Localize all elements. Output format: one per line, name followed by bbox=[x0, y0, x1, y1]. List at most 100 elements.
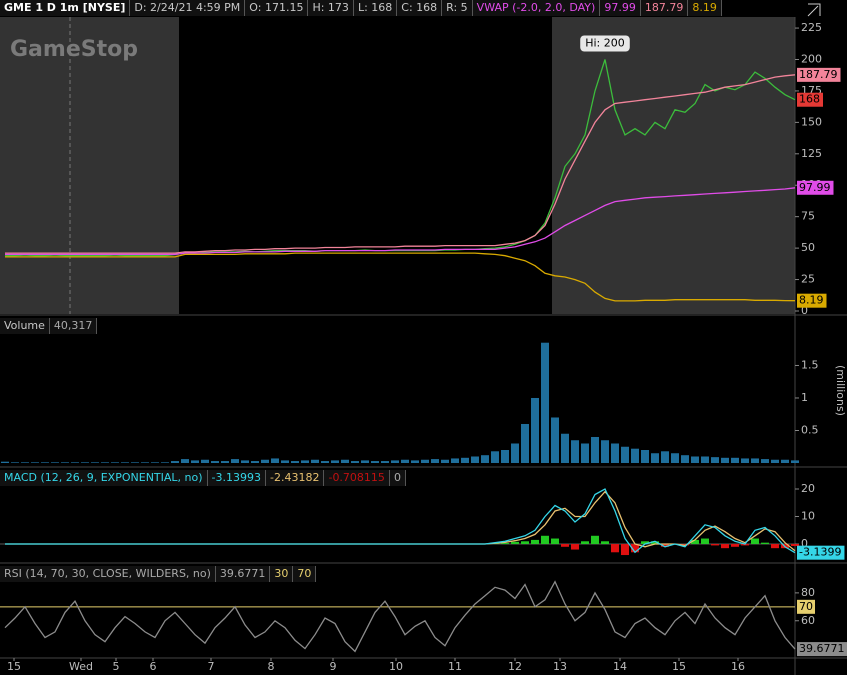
bar bbox=[461, 457, 469, 463]
bar bbox=[741, 544, 749, 546]
x-tick-label: 5 bbox=[113, 660, 120, 673]
bar bbox=[611, 544, 619, 553]
badge bbox=[797, 92, 823, 107]
bar bbox=[201, 459, 209, 463]
bar bbox=[371, 461, 379, 463]
bar bbox=[191, 460, 199, 463]
date: D: 2/24/21 4:59 PM bbox=[130, 0, 246, 16]
bar bbox=[541, 342, 549, 463]
bar bbox=[221, 461, 229, 463]
bar bbox=[111, 462, 119, 463]
series-line bbox=[5, 488, 796, 554]
upper-band-value: 187.79 bbox=[640, 0, 689, 16]
bar bbox=[361, 460, 369, 463]
bar bbox=[11, 462, 19, 463]
bar bbox=[751, 538, 759, 545]
badge bbox=[797, 67, 841, 82]
series-line bbox=[5, 74, 796, 254]
low: L: 168 bbox=[353, 0, 398, 16]
bar bbox=[431, 459, 439, 463]
bar bbox=[731, 457, 739, 463]
bar bbox=[181, 459, 189, 463]
value-badge: 187.79 bbox=[799, 68, 838, 81]
x-tick-label: 6 bbox=[150, 660, 157, 673]
bar bbox=[641, 541, 649, 545]
bar bbox=[711, 457, 719, 463]
y-tick-label: 20 bbox=[801, 482, 815, 495]
x-tick-label: 11 bbox=[448, 660, 462, 673]
bar bbox=[341, 459, 349, 463]
value-badge: 168 bbox=[799, 93, 820, 106]
zero-line-value: 0 bbox=[389, 470, 406, 486]
bar bbox=[651, 453, 659, 463]
range: R: 5 bbox=[442, 0, 473, 16]
badge bbox=[797, 642, 847, 657]
bar bbox=[521, 423, 529, 463]
bar bbox=[631, 448, 639, 463]
bar bbox=[401, 459, 409, 463]
bar bbox=[171, 461, 179, 463]
bar bbox=[141, 462, 149, 463]
series-line bbox=[5, 490, 796, 552]
bar bbox=[641, 449, 649, 463]
expand-icon[interactable] bbox=[807, 3, 821, 17]
bar bbox=[591, 535, 599, 545]
bar bbox=[781, 459, 789, 463]
bar bbox=[61, 462, 69, 463]
bar bbox=[261, 459, 269, 463]
series-line bbox=[5, 252, 796, 302]
bar bbox=[551, 538, 559, 545]
y-tick-label: 25 bbox=[801, 273, 815, 286]
bar bbox=[751, 458, 759, 463]
badge bbox=[797, 545, 845, 560]
bar bbox=[531, 397, 539, 463]
series-line bbox=[4, 580, 796, 653]
symbol: GME 1 D 1m [NYSE] bbox=[0, 0, 131, 16]
x-tick-label: Wed bbox=[69, 660, 93, 673]
bar bbox=[741, 458, 749, 463]
bar bbox=[501, 542, 509, 545]
bar bbox=[131, 462, 139, 463]
watermark: GameStop bbox=[10, 37, 138, 62]
rsi-value: 39.6771 bbox=[215, 566, 271, 582]
macd-avg: -2.43182 bbox=[266, 470, 325, 486]
oversold: 30 bbox=[270, 566, 294, 582]
series-line bbox=[5, 187, 796, 256]
bar bbox=[471, 456, 479, 463]
x-tick-label: 7 bbox=[208, 660, 215, 673]
bar bbox=[21, 462, 29, 463]
x-tick-label: 15 bbox=[7, 660, 21, 673]
bar bbox=[351, 461, 359, 463]
bar bbox=[621, 544, 629, 556]
annotation-box bbox=[580, 35, 630, 52]
y-tick-label: 200 bbox=[801, 52, 822, 65]
bar bbox=[121, 462, 129, 463]
y-tick-label: 0.5 bbox=[801, 423, 819, 436]
bar bbox=[381, 461, 389, 463]
panel-title: RSI (14, 70, 30, CLOSE, WILDERS, no) bbox=[0, 566, 216, 582]
bar bbox=[151, 462, 159, 463]
bar bbox=[701, 456, 709, 463]
bar bbox=[601, 440, 609, 463]
bar bbox=[771, 459, 779, 463]
bar bbox=[681, 455, 689, 463]
badge bbox=[797, 293, 827, 308]
bar bbox=[101, 462, 109, 463]
bar bbox=[581, 541, 589, 545]
macd-header: MACD (12, 26, 9, EXPONENTIAL, no) -3.139… bbox=[0, 470, 406, 486]
bar bbox=[791, 460, 799, 463]
y-tick-label: 75 bbox=[801, 210, 815, 223]
value-badge: 39.6771 bbox=[799, 642, 845, 655]
value-badge: 97.99 bbox=[799, 181, 831, 194]
panel-title: MACD (12, 26, 9, EXPONENTIAL, no) bbox=[0, 470, 208, 486]
bar bbox=[31, 462, 39, 463]
bar bbox=[591, 436, 599, 463]
bar bbox=[441, 459, 449, 463]
high: H: 173 bbox=[308, 0, 354, 16]
volume-value: 40,317 bbox=[49, 318, 98, 334]
bar bbox=[511, 541, 519, 545]
x-tick-label: 9 bbox=[330, 660, 337, 673]
y-tick-label: 125 bbox=[801, 147, 822, 160]
bar bbox=[761, 542, 769, 545]
